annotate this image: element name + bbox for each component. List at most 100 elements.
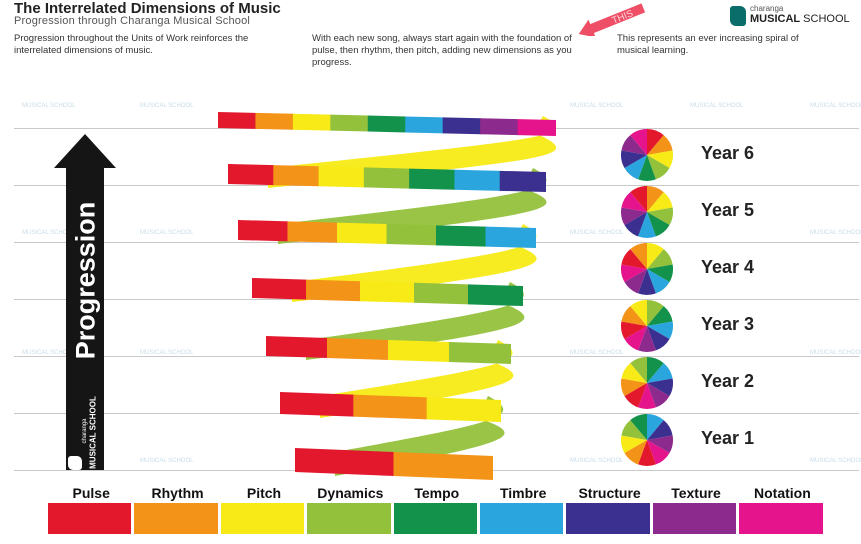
year-label: Year 3 bbox=[701, 314, 755, 334]
charanga-logo-icon bbox=[730, 6, 746, 26]
wheel-segment bbox=[624, 269, 647, 294]
dimension-swatch bbox=[393, 503, 477, 534]
dimension-label: Pitch bbox=[246, 485, 282, 501]
wheel-segment bbox=[621, 264, 647, 282]
wheel-segment bbox=[647, 435, 673, 453]
spiral-band-segment bbox=[499, 170, 546, 192]
wheel-segment bbox=[647, 321, 673, 339]
dimension-swatch bbox=[652, 503, 737, 534]
watermark: MUSICAL SCHOOL bbox=[810, 458, 861, 464]
spiral-band-segment bbox=[287, 221, 338, 243]
wheel-segment bbox=[638, 326, 656, 352]
wheel-segment bbox=[647, 249, 673, 269]
spiral-band-segment bbox=[306, 279, 361, 302]
wheel-segment bbox=[647, 363, 673, 383]
wheel-segment bbox=[647, 129, 664, 155]
description-right: This represents an ever increasing spira… bbox=[617, 33, 799, 56]
watermark: MUSICAL SCHOOL bbox=[570, 350, 624, 356]
wheel-segment bbox=[647, 440, 670, 465]
year-color-wheel bbox=[621, 300, 673, 352]
this-arrow-banner: THIS bbox=[578, 3, 646, 36]
year-color-wheel bbox=[621, 357, 673, 409]
spiral-band-segment bbox=[295, 448, 395, 476]
spiral-band-segment bbox=[353, 394, 428, 420]
spiral-band-segment bbox=[436, 225, 487, 247]
spiral-band-segment bbox=[386, 224, 437, 246]
dimension-label: Structure bbox=[578, 485, 641, 501]
wheel-segment bbox=[624, 440, 647, 465]
dimension-label: Pulse bbox=[72, 485, 110, 501]
brand-name-bold: MUSICAL bbox=[750, 13, 801, 25]
wheel-segment bbox=[647, 243, 664, 269]
wheel-segment bbox=[621, 249, 647, 269]
watermark: MUSICAL SCHOOL bbox=[140, 350, 194, 356]
progression-logo-icon bbox=[68, 456, 82, 470]
wheel-segment bbox=[647, 378, 673, 396]
watermark: MUSICAL SCHOOL bbox=[570, 458, 624, 464]
wheel-segment bbox=[647, 135, 673, 155]
dimension-swatch bbox=[480, 503, 564, 534]
wheel-segment bbox=[624, 155, 647, 180]
brand-name-rest: SCHOOL bbox=[800, 13, 850, 25]
progression-arrow-content: Progression charanga MUSICAL SCHOOL bbox=[58, 135, 112, 470]
year-label: Year 5 bbox=[701, 200, 755, 220]
spiral-band-segment bbox=[454, 169, 501, 191]
spiral-band-segment bbox=[218, 112, 257, 129]
spiral-band-segment bbox=[409, 168, 456, 190]
watermark: MUSICAL SCHOOL bbox=[22, 350, 76, 356]
spiral-band-segment bbox=[337, 222, 388, 244]
spiral-band-segment bbox=[280, 392, 355, 417]
wheel-segment bbox=[630, 186, 647, 212]
watermark: MUSICAL SCHOOL bbox=[140, 103, 194, 109]
dimension-label: Tempo bbox=[414, 485, 460, 501]
wheel-segment bbox=[638, 269, 656, 295]
wheel-segment bbox=[624, 383, 647, 408]
wheel-segment bbox=[621, 135, 647, 155]
dimension-label: Rhythm bbox=[151, 485, 204, 501]
wheel-segment bbox=[638, 212, 656, 238]
watermark: MUSICAL SCHOOL bbox=[22, 230, 76, 236]
wheel-segment bbox=[647, 212, 670, 237]
spiral-band-segment bbox=[480, 118, 519, 136]
wheel-segment bbox=[621, 363, 647, 383]
spiral-band-segment bbox=[468, 284, 523, 306]
spiral-band-segment bbox=[252, 278, 307, 300]
wheel-segment bbox=[647, 414, 664, 440]
dimension-label: Dynamics bbox=[317, 485, 384, 501]
brand-name: MUSICAL SCHOOL bbox=[750, 13, 850, 25]
wheel-segment bbox=[624, 326, 647, 351]
wheel-segment bbox=[621, 306, 647, 326]
year-color-wheel bbox=[621, 243, 673, 295]
wheel-segment bbox=[621, 192, 647, 212]
wheel-segment bbox=[647, 383, 670, 408]
dimension-swatch bbox=[307, 503, 391, 534]
spiral-band-segment bbox=[292, 113, 332, 131]
year-label: Year 1 bbox=[701, 428, 755, 448]
year-label: Year 4 bbox=[701, 257, 755, 277]
wheel-segment bbox=[647, 420, 673, 440]
page-subtitle: Progression through Charanga Musical Sch… bbox=[14, 15, 251, 27]
dimension-swatch bbox=[134, 503, 218, 534]
spiral-band-segment bbox=[273, 165, 320, 187]
spiral-band-segment bbox=[255, 112, 294, 130]
progression-logo-small: charanga bbox=[82, 418, 88, 444]
watermark: MUSICAL SCHOOL bbox=[22, 103, 76, 109]
watermark: MUSICAL SCHOOL bbox=[570, 103, 624, 109]
spiral-band-segment bbox=[485, 226, 536, 248]
year-label: Year 6 bbox=[701, 143, 755, 163]
spiral-band-segment bbox=[327, 338, 389, 360]
spiral-band-segment bbox=[426, 397, 501, 422]
wheel-segment bbox=[630, 129, 647, 155]
wheel-segment bbox=[647, 357, 664, 383]
wheel-segment bbox=[621, 420, 647, 440]
spiral-band-segment bbox=[330, 114, 369, 132]
progression-logo-big: MUSICAL SCHOOL bbox=[88, 396, 98, 469]
dimension-swatch bbox=[220, 503, 305, 534]
description-middle: With each new song, always start again w… bbox=[312, 33, 572, 68]
wheel-segment bbox=[621, 207, 647, 225]
this-banner-text: THIS bbox=[610, 8, 634, 26]
wheel-segment bbox=[647, 207, 673, 225]
spiral-band-segment bbox=[228, 164, 275, 186]
progression-logo: charanga MUSICAL SCHOOL bbox=[58, 390, 112, 470]
spiral-band-segment bbox=[318, 166, 365, 188]
